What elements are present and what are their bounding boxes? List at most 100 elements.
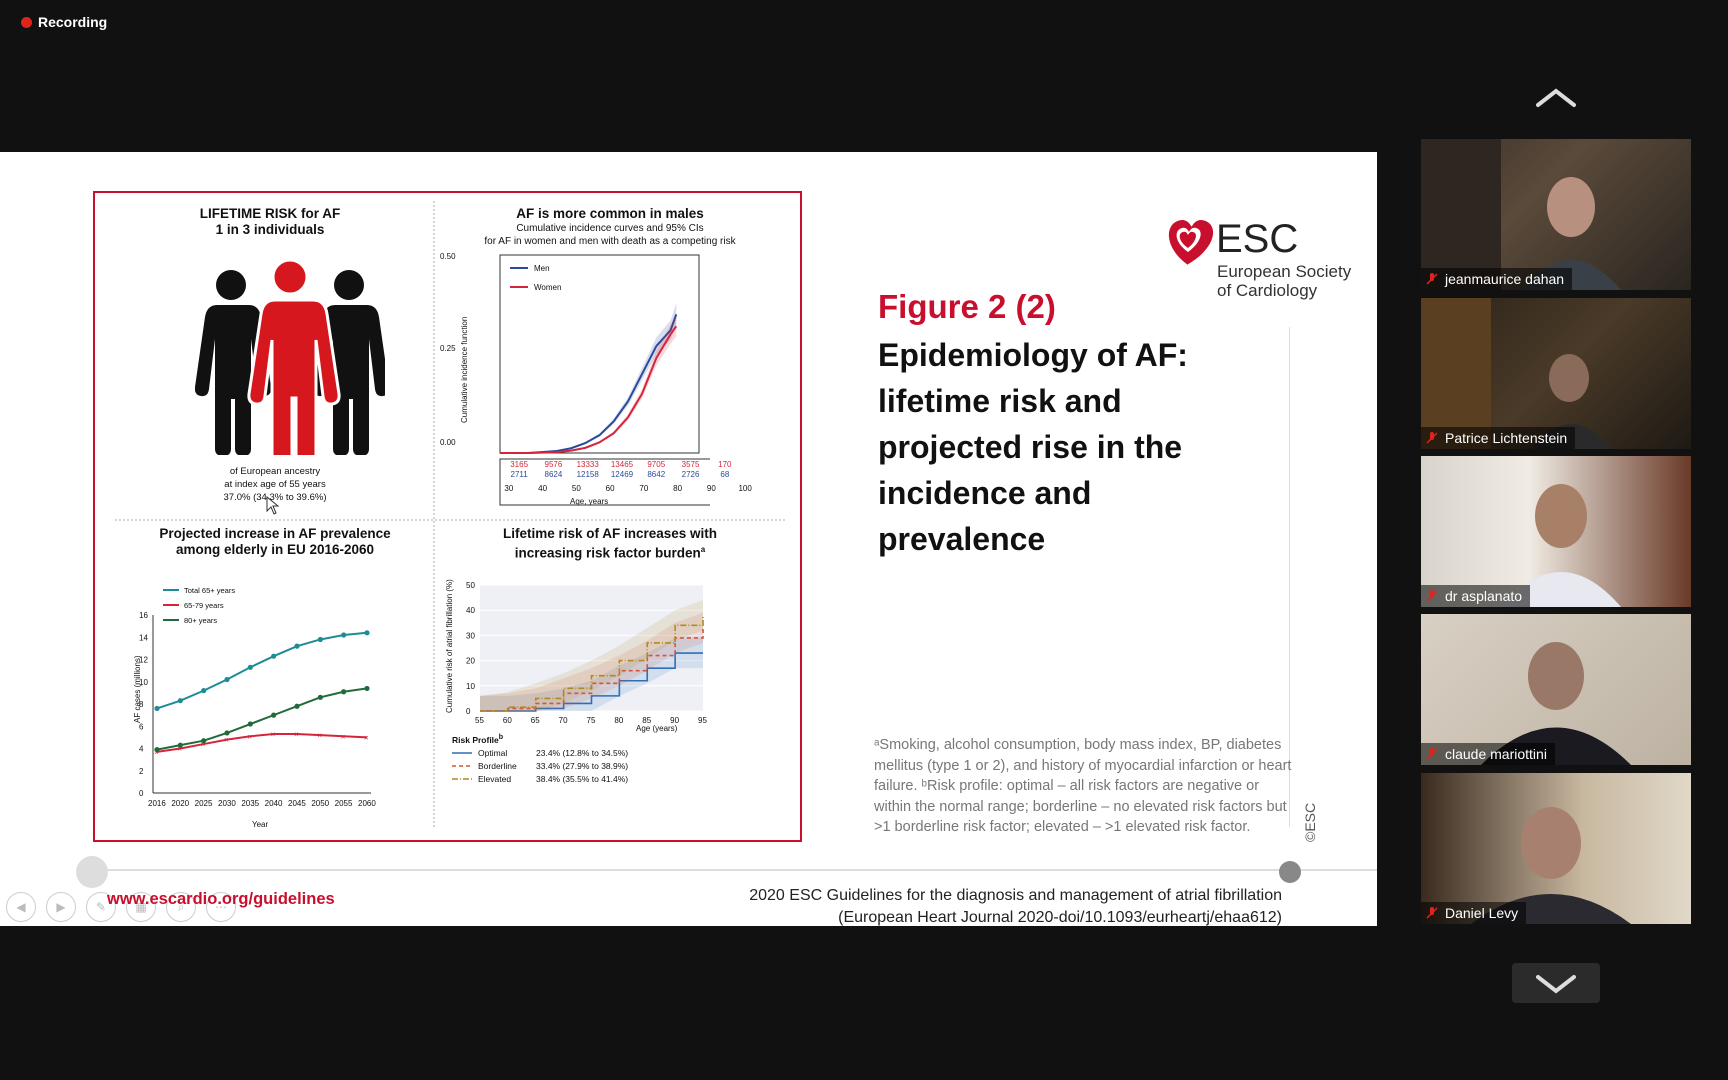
- data-point: [177, 742, 183, 748]
- mic-muted-icon: [1426, 748, 1438, 760]
- video-feed: [1421, 139, 1621, 290]
- risk-profile-swatch: [452, 765, 472, 768]
- data-point: [341, 689, 347, 695]
- participant-tile[interactable]: dr asplanato: [1421, 456, 1691, 607]
- chart3-ytick: 40: [466, 606, 475, 615]
- participant-tile[interactable]: jeanmaurice dahan: [1421, 139, 1691, 290]
- legend-label: 65-79 years: [184, 601, 224, 610]
- mouse-cursor-icon: [266, 496, 280, 515]
- chart2-ytick: 16: [139, 611, 148, 620]
- chart2-xtick: 2025: [195, 799, 213, 808]
- series-line-women: [500, 325, 678, 454]
- at-risk-women-count: 12158: [576, 470, 599, 479]
- data-point: ×: [364, 733, 369, 742]
- at-risk-men-count: 9705: [647, 460, 666, 469]
- data-point: ×: [317, 731, 322, 740]
- chart1-xtick: 50: [571, 484, 581, 493]
- data-point: [271, 712, 277, 718]
- chart2-xtick: 2030: [218, 799, 236, 808]
- participant-tile[interactable]: Patrice Lichtenstein: [1421, 298, 1691, 449]
- chart2-ytick: 0: [139, 789, 144, 798]
- at-risk-men-count: 9576: [544, 460, 563, 469]
- chart3-ytick: 30: [466, 631, 475, 640]
- scrubber-end-handle[interactable]: [1279, 861, 1301, 883]
- participant-tile[interactable]: claude mariottini: [1421, 614, 1691, 765]
- panel3-title-line2: among elderly in EU 2016-2060: [175, 542, 375, 557]
- risk-profile-name: Optimal: [478, 747, 508, 758]
- participant-name: claude mariottini: [1445, 746, 1547, 762]
- data-point: [317, 694, 323, 700]
- figure-title: Epidemiology of AF: lifetime risk and pr…: [878, 337, 1188, 557]
- scrubber-start-handle[interactable]: [76, 856, 108, 888]
- series-line: [156, 687, 368, 751]
- chevron-up-icon[interactable]: [1532, 83, 1580, 111]
- chart-prevalence-eu: AF cases (millions) Year 0 2 4 6 8 10 12 14 16 20…: [133, 586, 376, 829]
- chart2-ytick: 4: [139, 745, 144, 754]
- participant-tile[interactable]: Daniel Levy: [1421, 773, 1691, 924]
- risk-profile-name: Elevated: [478, 773, 512, 784]
- guidelines-link[interactable]: www.escardio.org/guidelines: [107, 890, 335, 908]
- chart3-xtick: 75: [587, 716, 596, 725]
- at-risk-women-count: 2711: [510, 470, 528, 479]
- participant-name-bar: dr asplanato: [1421, 585, 1531, 607]
- prev-slide-icon[interactable]: ◀: [6, 892, 36, 922]
- panel2-subtitle1: Cumulative incidence curves and 95% CIs: [516, 223, 704, 234]
- chart3-ytick: 10: [466, 682, 475, 691]
- chart1-xtick: 80: [673, 484, 683, 493]
- chart3-xtick: 55: [475, 716, 484, 725]
- data-point: ×: [154, 748, 159, 757]
- legend-women-label: Women: [534, 283, 561, 292]
- series-line-men: [500, 314, 678, 454]
- at-risk-men-count: 13333: [576, 460, 599, 469]
- citation-line1: 2020 ESC Guidelines for the diagnosis an…: [749, 887, 1282, 904]
- more-options-icon[interactable]: ⋯: [206, 892, 236, 922]
- participant-name-bar: jeanmaurice dahan: [1421, 268, 1573, 290]
- data-point: [201, 738, 207, 744]
- chart2-ytick: 8: [139, 700, 144, 709]
- chart2-ytick: 12: [139, 656, 148, 665]
- panel2-title: AF is more common in males Cumulative in…: [440, 206, 780, 248]
- esc-abbr: ESC: [1216, 217, 1298, 261]
- at-risk-men-count: 170: [718, 460, 732, 469]
- chart2-ytick: 2: [139, 767, 144, 776]
- panel4-title-line1: Lifetime risk of AF increases with: [502, 526, 718, 541]
- scroll-down-button[interactable]: [1512, 963, 1600, 1003]
- pen-tool-icon[interactable]: ✎: [86, 892, 116, 922]
- esc-copyright: ©ESC: [1302, 802, 1318, 842]
- participant-name-bar: Daniel Levy: [1421, 902, 1527, 924]
- risk-profile-swatch: [452, 778, 472, 781]
- panel1-title: LIFETIME RISK for AF 1 in 3 individuals: [155, 206, 385, 238]
- figure-grid: [115, 201, 785, 828]
- data-point: ×: [224, 736, 229, 745]
- chart1-xtick: 100: [738, 484, 752, 493]
- guidelines-citation: 2020 ESC Guidelines for the diagnosis an…: [749, 885, 1282, 926]
- chart1-plot-border: [499, 254, 700, 454]
- figure-panel: LIFETIME RISK for AF 1 in 3 individuals …: [93, 191, 802, 842]
- panel1-title-line2: 1 in 3 individuals: [215, 222, 325, 237]
- slide-scrubber-track[interactable]: [92, 869, 1377, 871]
- chart3-ylabel: Cumulative risk of atrial fibrillation (…: [445, 579, 454, 713]
- at-risk-women-count: 68: [720, 470, 730, 479]
- shared-slide: LIFETIME RISK for AF 1 in 3 individuals …: [0, 152, 1377, 926]
- data-point: ×: [201, 740, 206, 749]
- chart1-xtick: 90: [706, 484, 716, 493]
- panel1-title-line1: LIFETIME RISK for AF: [199, 206, 341, 221]
- record-dot-icon: [21, 16, 32, 28]
- chart3-ytick: 20: [466, 657, 475, 666]
- panel4-title: Lifetime risk of AF increases with incre…: [440, 526, 780, 562]
- next-slide-icon[interactable]: ▶: [46, 892, 76, 922]
- at-risk-men-count: 3575: [681, 460, 700, 469]
- at-risk-men-count: 13465: [610, 460, 634, 469]
- data-point: [247, 721, 253, 727]
- slides-grid-icon[interactable]: ▦: [126, 892, 156, 922]
- data-point: [154, 747, 160, 753]
- zoom-icon[interactable]: ⌕: [166, 892, 196, 922]
- data-point: [364, 685, 370, 692]
- chart1-ytick-000: 0.00: [440, 438, 456, 447]
- at-risk-women-count: 8624: [544, 470, 563, 479]
- legend-label: Total 65+ years: [184, 586, 235, 595]
- chart3-xlabel: Age (years): [636, 724, 678, 733]
- chart3-xtick: 65: [531, 716, 540, 725]
- chart1-xtick: 40: [538, 484, 548, 493]
- chart1-ylabel: Cumulative incidence function: [460, 317, 469, 423]
